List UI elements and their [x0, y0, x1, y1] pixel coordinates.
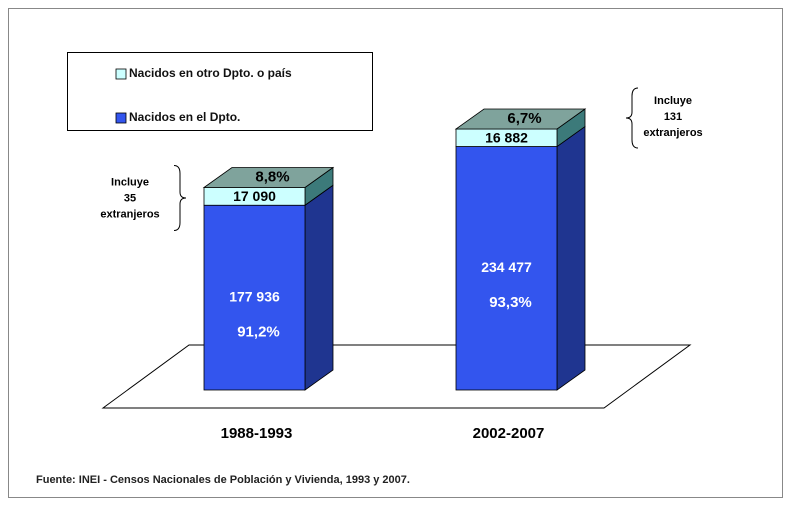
annotation-text: extranjeros	[643, 127, 702, 139]
x-tick-label: 1988-1993	[221, 425, 293, 442]
bar-top	[454, 108, 587, 130]
percentage-label: 6,7%	[507, 110, 541, 127]
value-label: 16 882	[485, 129, 528, 145]
annotation-brace	[625, 87, 639, 149]
value-label: 17 090	[233, 188, 276, 204]
legend-swatch	[115, 112, 127, 124]
percentage-label: 8,8%	[255, 168, 289, 185]
annotation-text: 131	[664, 111, 682, 123]
value-label: 234 477	[481, 259, 532, 275]
value-label: 177 936	[229, 288, 280, 304]
x-tick-label: 2002-2007	[473, 425, 545, 442]
legend-label: Nacidos en el Dpto.	[129, 110, 240, 124]
source-note: Fuente: INEI - Censos Nacionales de Pobl…	[36, 474, 410, 486]
legend-swatch	[115, 68, 127, 80]
bar-side	[556, 125, 586, 391]
annotation-text: Incluye	[654, 95, 692, 107]
annotation-text: Incluye	[111, 176, 149, 188]
annotation-text: 35	[124, 192, 136, 204]
percentage-label: 93,3%	[489, 294, 532, 311]
floor	[101, 344, 692, 409]
bar-top	[202, 167, 335, 188]
bar-side	[304, 184, 334, 391]
percentage-label: 91,2%	[237, 324, 280, 341]
legend-label: Nacidos en otro Dpto. o país	[129, 66, 292, 80]
annotation-brace	[173, 164, 187, 231]
annotation-text: extranjeros	[100, 208, 159, 220]
